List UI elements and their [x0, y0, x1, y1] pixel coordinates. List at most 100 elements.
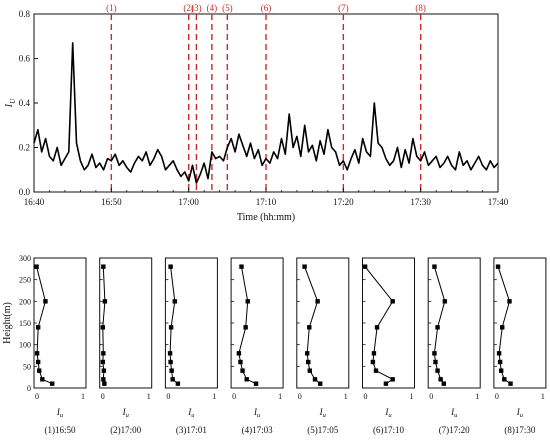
profile-x-tick-label: 1 [147, 392, 151, 401]
event-label: (2) [183, 3, 194, 13]
profile-point [167, 351, 173, 356]
profile-caption: (6)17:10 [373, 425, 404, 435]
profile-point [168, 264, 173, 269]
x-tick-label: 17:40 [488, 197, 509, 207]
profile-point [373, 368, 379, 373]
profile-point [302, 264, 307, 269]
profile-caption: (1)16:50 [45, 425, 76, 435]
profile-panel: 0 1 Iu (6)17:10 [362, 257, 415, 435]
profile-caption: (7)17:20 [439, 425, 470, 435]
profile-point [244, 377, 249, 382]
profile-point [383, 381, 389, 386]
profile-x-axis-label-sub: u [60, 412, 64, 419]
profile-x-axis-label-sub: u [126, 412, 130, 419]
profile-point [253, 381, 259, 386]
y-tick-label: 0.8 [19, 9, 31, 19]
profile-point [168, 359, 173, 365]
profile-panel: 0 1 Iu (2)17:00 [99, 257, 153, 435]
profile-point [371, 351, 377, 356]
profile-point [43, 299, 48, 304]
profile-point [240, 368, 245, 373]
profile-x-axis-label: Iu [450, 407, 458, 419]
profile-x-tick-label: 0 [101, 392, 105, 401]
profile-x-axis-label: Iu [253, 407, 261, 419]
profile-point [170, 377, 175, 382]
profile-point [35, 359, 41, 365]
profile-x-tick-label: 1 [410, 392, 414, 401]
event-label: (7) [338, 3, 349, 13]
profile-x-axis-label-sub: u [323, 412, 327, 419]
profile-x-axis-label: Iu [516, 407, 524, 419]
profile-x-axis-label-main: I [516, 407, 521, 417]
profile-point [238, 359, 243, 365]
profile-x-tick-label: 1 [81, 392, 85, 401]
profile-caption: (4)17:03 [242, 425, 273, 435]
profile-x-tick-label: 1 [541, 392, 545, 401]
profile-caption: (3)17:01 [176, 425, 207, 435]
profile-point [318, 381, 323, 386]
profile-panel: 0 1 Iu (1)16:50 [33, 257, 87, 435]
profile-x-tick-label: 0 [298, 392, 302, 401]
profile-x-axis-label-main: I [122, 407, 127, 417]
profile-x-tick-label: 1 [475, 392, 479, 401]
profile-point [495, 264, 501, 269]
profile-point [374, 325, 380, 330]
profile-point [390, 377, 395, 382]
profile-x-axis-label-main: I [450, 407, 455, 417]
profile-x-axis-label: Iu [187, 407, 195, 419]
y-tick-label: 0.2 [19, 143, 30, 153]
profile-point [101, 368, 107, 373]
x-tick-label: 17:10 [256, 197, 277, 207]
profile-point [438, 377, 443, 382]
profile-x-tick-label: 0 [166, 392, 170, 401]
x-tick-label: 17:20 [333, 197, 354, 207]
profile-panel: 0 1 Iu (7)17:20 [427, 257, 481, 435]
y-axis-label-main: I [4, 103, 15, 108]
profile-point [315, 299, 320, 304]
time-series-chart: (1) (2)(3) (4) (5) (6) (7) (8) 16:40 16:50 17:00 1… [4, 3, 509, 223]
event-label: (1) [106, 3, 117, 13]
profile-x-tick-label: 0 [495, 392, 499, 401]
x-tick-label: 17:00 [178, 197, 199, 207]
profile-point [101, 264, 106, 269]
profile-x-axis-label-main: I [319, 407, 324, 417]
profile-point [441, 381, 446, 386]
profile-point [442, 299, 448, 304]
profile-y-tick-label: 300 [19, 254, 31, 263]
profile-point [236, 351, 242, 356]
profile-x-axis-label-main: I [187, 407, 192, 417]
y-tick-label: 0.6 [19, 54, 31, 64]
profile-x-axis-label: Iu [384, 407, 392, 419]
profile-x-tick-label: 0 [429, 392, 433, 401]
profile-point [239, 264, 244, 269]
profile-caption: (5)17:05 [307, 425, 338, 435]
x-tick-label: 16:40 [24, 197, 45, 207]
profile-panel: 0 1 Iu (3)17:01 [164, 257, 218, 435]
profile-point [502, 377, 507, 382]
event-label: (4) [207, 3, 218, 13]
profile-y-tick-label: 250 [19, 276, 31, 285]
profile-point [362, 264, 368, 269]
profile-point [432, 351, 437, 356]
profile-panel: 0 1 Iu (4)17:03 [230, 257, 284, 435]
series-line [33, 42, 499, 184]
x-tick-label: 16:50 [101, 197, 122, 207]
profile-point [507, 299, 512, 304]
profile-point [40, 377, 45, 382]
profile-y-axis-label: Height(m) [2, 302, 13, 344]
profile-y-tick-label: 50 [23, 362, 31, 371]
profile-point [175, 381, 181, 386]
x-axis-label: Time (hh:mm) [237, 212, 295, 223]
profile-line [304, 266, 321, 385]
event-label: (6) [261, 3, 272, 13]
profile-y-tick-label: 200 [19, 297, 31, 306]
profile-panel: 0 1 Iu (5)17:05 [296, 257, 350, 435]
profile-point [307, 368, 312, 373]
profile-point [307, 325, 312, 330]
profile-x-tick-label: 1 [212, 392, 216, 401]
profile-x-axis-label-sub: u [454, 412, 458, 419]
profile-x-axis-label-main: I [253, 407, 258, 417]
profile-caption: (2)17:00 [110, 425, 141, 435]
